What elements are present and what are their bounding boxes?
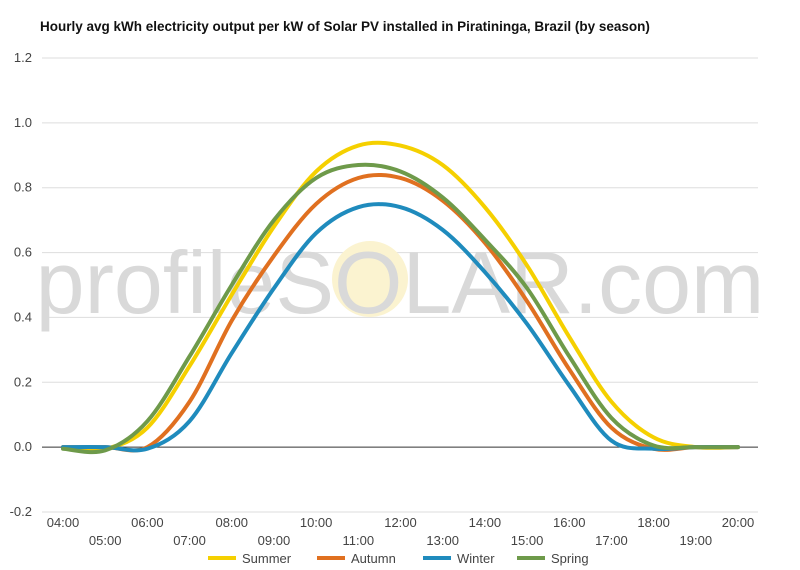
x-tick-label: 05:00 [89, 533, 122, 548]
y-tick-label: 0.4 [14, 309, 32, 324]
legend-label-summer: Summer [242, 551, 292, 566]
watermark-text: profileSOLAR.com [36, 233, 765, 332]
series-line-spring [61, 162, 740, 455]
y-tick-label: 0.6 [14, 245, 32, 260]
x-tick-label: 19:00 [680, 533, 713, 548]
x-tick-label: 12:00 [384, 515, 417, 530]
y-tick-label: 1.0 [14, 115, 32, 130]
x-tick-label: 14:00 [469, 515, 502, 530]
watermark: profileSOLAR.com [36, 233, 765, 332]
x-tick-label: 18:00 [637, 515, 670, 530]
legend: Summer Autumn Winter Spring [208, 551, 589, 566]
series-line-summer [61, 140, 740, 452]
x-tick-label: 09:00 [258, 533, 291, 548]
y-tick-label: 0.2 [14, 374, 32, 389]
x-tick-label: 17:00 [595, 533, 628, 548]
x-tick-label: 11:00 [343, 533, 375, 548]
watermark-sun [332, 241, 408, 317]
series-line-autumn [61, 172, 740, 453]
x-tick-label: 20:00 [722, 515, 755, 530]
chart-title: Hourly avg kWh electricity output per kW… [40, 19, 650, 34]
legend-label-spring: Spring [551, 551, 589, 566]
x-tick-label: 04:00 [47, 515, 80, 530]
series-line-winter [61, 202, 740, 453]
series-layer [61, 140, 740, 455]
y-tick-label: -0.2 [10, 504, 32, 519]
grid-layer [42, 57, 758, 513]
x-tick-label: 10:00 [300, 515, 333, 530]
x-tick-label: 16:00 [553, 515, 586, 530]
x-tick-label: 13:00 [426, 533, 459, 548]
y-tick-label: 1.2 [14, 50, 32, 65]
y-tick-label: 0.8 [14, 180, 32, 195]
y-tick-label: 0.0 [14, 439, 32, 454]
x-tick-label: 06:00 [131, 515, 164, 530]
x-tick-label: 07:00 [173, 533, 206, 548]
legend-label-autumn: Autumn [351, 551, 396, 566]
x-tick-label: 08:00 [215, 515, 248, 530]
legend-label-winter: Winter [457, 551, 495, 566]
axis-layer: -0.2 0.0 0.2 0.4 0.6 0.8 1.0 1.2 04:00 05:00 06:00… [10, 50, 758, 548]
x-tick-label: 15:00 [511, 533, 544, 548]
